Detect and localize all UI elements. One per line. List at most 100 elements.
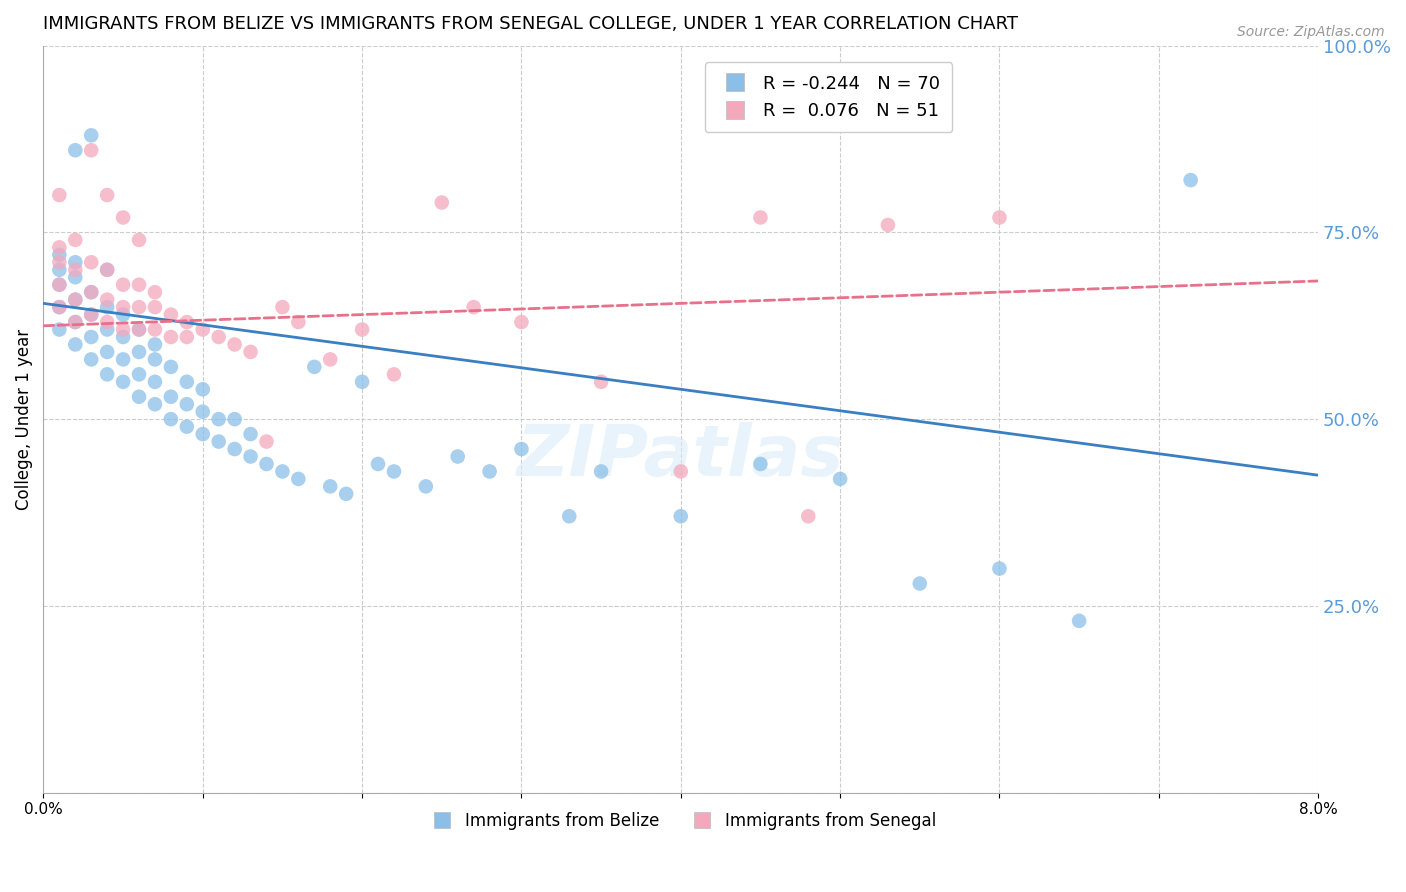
Point <box>319 479 342 493</box>
Point <box>176 315 198 329</box>
Point <box>80 308 103 322</box>
Point <box>80 143 103 157</box>
Point <box>988 211 1011 225</box>
Text: ZIPatlas: ZIPatlas <box>517 422 845 491</box>
Point <box>877 218 900 232</box>
Point <box>96 345 118 359</box>
Point <box>65 315 87 329</box>
Point <box>112 211 135 225</box>
Point <box>176 397 198 411</box>
Point <box>335 487 357 501</box>
Point <box>256 457 278 471</box>
Point <box>208 434 231 449</box>
Y-axis label: College, Under 1 year: College, Under 1 year <box>15 328 32 509</box>
Point <box>447 450 470 464</box>
Point <box>797 509 820 524</box>
Point <box>510 315 533 329</box>
Point <box>112 322 135 336</box>
Point <box>463 300 485 314</box>
Point <box>48 300 70 314</box>
Legend: Immigrants from Belize, Immigrants from Senegal: Immigrants from Belize, Immigrants from … <box>419 805 943 837</box>
Point <box>80 255 103 269</box>
Point <box>749 211 772 225</box>
Point <box>48 248 70 262</box>
Point <box>143 397 166 411</box>
Text: Source: ZipAtlas.com: Source: ZipAtlas.com <box>1237 25 1385 39</box>
Point <box>591 375 613 389</box>
Point <box>143 322 166 336</box>
Point <box>48 240 70 254</box>
Point <box>224 442 246 456</box>
Point <box>191 322 214 336</box>
Point <box>208 412 231 426</box>
Point <box>160 308 183 322</box>
Point <box>143 352 166 367</box>
Point <box>65 337 87 351</box>
Point <box>382 465 405 479</box>
Point <box>128 233 150 247</box>
Point <box>304 359 326 374</box>
Point <box>287 472 309 486</box>
Point <box>48 262 70 277</box>
Point <box>239 427 262 442</box>
Point <box>48 277 70 292</box>
Point <box>256 434 278 449</box>
Point <box>96 293 118 307</box>
Point <box>352 375 374 389</box>
Point <box>224 337 246 351</box>
Point <box>352 322 374 336</box>
Point <box>143 300 166 314</box>
Point <box>65 262 87 277</box>
Point <box>128 345 150 359</box>
Point <box>287 315 309 329</box>
Point <box>96 262 118 277</box>
Point <box>65 293 87 307</box>
Point <box>239 345 262 359</box>
Point <box>271 300 294 314</box>
Point <box>112 277 135 292</box>
Point <box>160 330 183 344</box>
Point <box>48 300 70 314</box>
Point <box>160 390 183 404</box>
Point <box>112 352 135 367</box>
Point <box>128 300 150 314</box>
Point <box>1069 614 1091 628</box>
Point <box>382 368 405 382</box>
Point <box>367 457 389 471</box>
Point <box>112 330 135 344</box>
Point <box>65 255 87 269</box>
Point <box>143 375 166 389</box>
Text: IMMIGRANTS FROM BELIZE VS IMMIGRANTS FROM SENEGAL COLLEGE, UNDER 1 YEAR CORRELAT: IMMIGRANTS FROM BELIZE VS IMMIGRANTS FRO… <box>44 15 1018 33</box>
Point <box>80 285 103 300</box>
Point <box>65 143 87 157</box>
Point <box>224 412 246 426</box>
Point <box>80 352 103 367</box>
Point <box>128 322 150 336</box>
Point <box>208 330 231 344</box>
Point <box>65 315 87 329</box>
Point <box>96 300 118 314</box>
Point <box>176 419 198 434</box>
Point <box>176 375 198 389</box>
Point <box>128 390 150 404</box>
Point <box>1180 173 1202 187</box>
Point <box>143 285 166 300</box>
Point <box>319 352 342 367</box>
Point <box>415 479 437 493</box>
Point <box>128 368 150 382</box>
Point <box>128 277 150 292</box>
Point <box>80 330 103 344</box>
Point <box>80 308 103 322</box>
Point <box>96 262 118 277</box>
Point <box>176 330 198 344</box>
Point <box>112 300 135 314</box>
Point <box>96 368 118 382</box>
Point <box>65 233 87 247</box>
Point <box>191 382 214 396</box>
Point <box>191 405 214 419</box>
Point <box>160 359 183 374</box>
Point <box>669 509 692 524</box>
Point <box>160 412 183 426</box>
Point <box>96 322 118 336</box>
Point <box>80 285 103 300</box>
